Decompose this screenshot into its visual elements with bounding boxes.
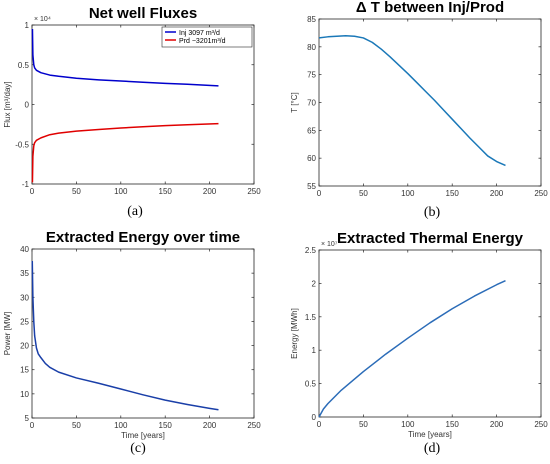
y-axis-label: Flux [m³/day] <box>3 81 12 127</box>
chart-title: Δ T between Inj/Prod <box>356 0 504 16</box>
series-line-1 <box>31 261 219 411</box>
y-tick-label: 55 <box>307 182 316 191</box>
y-tick-label: 70 <box>307 99 316 108</box>
y-tick-label: 1 <box>312 346 317 355</box>
y-tick-label: 2 <box>312 279 317 288</box>
x-tick-label: 250 <box>534 189 548 198</box>
y-tick-label: 10 <box>20 390 29 399</box>
x-tick-label: 50 <box>359 189 368 198</box>
x-tick-label: 50 <box>359 420 368 429</box>
chart-panel-1: 0 50 100 150 200 250 -1 -0.5 0 0.5 1 × 10⁴ Net well … <box>3 5 261 219</box>
y-tick-label: 65 <box>307 126 316 135</box>
x-tick-label: 150 <box>159 187 173 196</box>
x-tick-label: 250 <box>534 420 548 429</box>
series-line-1 <box>31 28 219 87</box>
x-tick-label: 150 <box>446 189 460 198</box>
legend-entry: Prd −3201m³/d <box>179 38 226 45</box>
panel-caption: (b) <box>424 205 441 220</box>
chart-panel-4: 0 50 100 150 200 250 0 0.5 1 1.5 2 2.5 × 10⁷ Extracte… <box>290 230 548 456</box>
series-line-2 <box>31 122 219 183</box>
y-axis-label: T [°C] <box>290 92 299 112</box>
y-tick-label: 30 <box>20 293 29 302</box>
x-tick-label: 100 <box>401 420 415 429</box>
x-tick-label: 50 <box>72 187 81 196</box>
x-axis-label: Time [years] <box>121 431 165 440</box>
y-tick-label: -1 <box>22 180 30 189</box>
x-axis-label: Time [years] <box>408 430 452 439</box>
series-line-1 <box>318 280 506 418</box>
chart-panel-2: 0 50 100 150 200 250 55 60 65 70 75 80 85 Δ T between… <box>290 0 548 220</box>
plot-area <box>31 248 255 419</box>
x-tick-label: 0 <box>30 421 35 430</box>
x-tick-label: 100 <box>114 421 128 430</box>
y-tick-label: 0.5 <box>18 61 30 70</box>
y-axis-multiplier: × 10⁷ <box>321 241 338 248</box>
chart-title: Extracted Thermal Energy <box>337 230 524 247</box>
legend-entry: Inj 3097 m³/d <box>179 30 220 37</box>
legend-box <box>161 26 253 48</box>
y-tick-label: 40 <box>20 245 29 254</box>
plot-area <box>318 18 542 187</box>
x-tick-label: 150 <box>159 421 173 430</box>
panel-caption: (d) <box>424 441 441 456</box>
y-axis-label: Power [MW] <box>3 312 12 356</box>
x-tick-label: 100 <box>114 187 128 196</box>
x-tick-label: 0 <box>317 189 322 198</box>
y-axis-multiplier: × 10⁴ <box>34 16 51 23</box>
y-tick-label: 0 <box>312 413 317 422</box>
y-tick-label: 5 <box>25 414 30 423</box>
y-tick-label: 35 <box>20 269 29 278</box>
y-tick-label: 25 <box>20 317 29 326</box>
chart-panel-3: 0 50 100 150 200 250 5 10 15 20 25 30 35 40 Extracted … <box>3 229 261 456</box>
x-tick-label: 100 <box>401 189 415 198</box>
y-tick-label: 85 <box>307 15 316 24</box>
y-tick-label: -0.5 <box>15 140 29 149</box>
plot-area <box>31 24 255 185</box>
x-tick-label: 250 <box>247 421 261 430</box>
y-tick-label: 75 <box>307 71 316 80</box>
panel-caption: (a) <box>127 204 143 219</box>
x-tick-label: 150 <box>446 420 460 429</box>
x-tick-label: 50 <box>72 421 81 430</box>
x-tick-label: 0 <box>317 420 322 429</box>
panel-caption: (c) <box>130 441 146 456</box>
y-tick-label: 0.5 <box>305 380 317 389</box>
x-tick-label: 0 <box>30 187 35 196</box>
series-line-1 <box>318 34 506 167</box>
y-tick-label: 20 <box>20 342 29 351</box>
y-axis-label: Energy [MWh] <box>290 308 299 359</box>
y-tick-label: 60 <box>307 154 316 163</box>
x-tick-label: 200 <box>203 187 217 196</box>
y-tick-label: 1.5 <box>305 313 317 322</box>
chart-title: Net well Fluxes <box>89 5 197 22</box>
y-tick-label: 0 <box>25 101 30 110</box>
y-tick-label: 2.5 <box>305 246 317 255</box>
x-tick-label: 200 <box>203 421 217 430</box>
y-tick-label: 15 <box>20 366 29 375</box>
x-tick-label: 200 <box>490 189 504 198</box>
y-tick-label: 1 <box>25 21 30 30</box>
y-tick-label: 80 <box>307 43 316 52</box>
plot-area <box>318 249 542 418</box>
x-tick-label: 250 <box>247 187 261 196</box>
chart-title: Extracted Energy over time <box>46 229 240 246</box>
x-tick-label: 200 <box>490 420 504 429</box>
